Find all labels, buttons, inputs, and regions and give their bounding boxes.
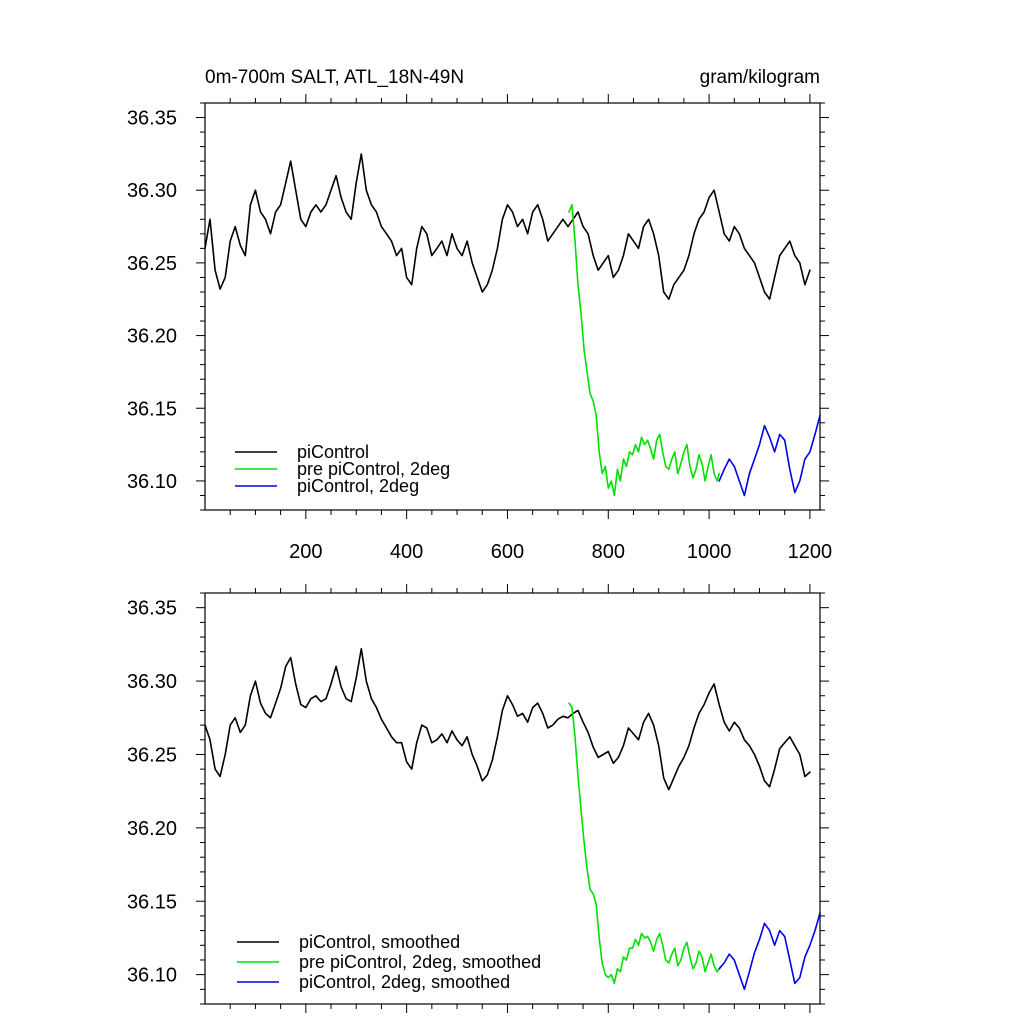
y-tick-label: 36.35 [127,598,177,620]
chart-units: gram/kilogram [700,67,820,88]
bottom-plot-frame [204,592,821,1005]
x-tick-label: 400 [390,541,423,563]
series-line-2 [568,702,721,985]
y-tick-label: 36.30 [127,180,177,202]
top-series-layer [204,153,821,497]
bottom-series-layer [204,647,821,991]
y-tick-label: 36.10 [127,471,177,493]
chart-title: 0m-700m SALT, ATL_18N-49N [205,67,464,88]
y-tick-label: 36.20 [127,818,177,840]
bottom-axes-ticks: 36.10 36.15 36.20 36.25 36.30 36.35 [127,584,829,1013]
bottom-panel: 36.10 36.15 36.20 36.25 36.30 36.35 piControl… [127,584,829,1013]
x-tick-label: 1200 [788,541,833,563]
legend-label: piControl [297,442,369,462]
legend-label: pre piControl, 2deg [297,459,450,479]
series-line-1 [204,647,811,791]
top-plot-frame [204,102,821,511]
top-panel: 0m-700m SALT, ATL_18N-49N gram/kilogram … [127,67,832,563]
series-line-2 [568,204,721,497]
x-tick-label: 800 [592,541,625,563]
y-tick-label: 36.25 [127,253,177,275]
series-line-3 [718,912,821,991]
y-tick-label: 36.15 [127,398,177,420]
legend-label: pre piControl, 2deg, smoothed [299,952,541,972]
x-tick-label: 600 [491,541,524,563]
y-tick-label: 36.35 [127,108,177,130]
y-tick-label: 36.25 [127,744,177,766]
series-line-1 [204,153,811,301]
top-axes-ticks: 36.10 36.15 36.20 36.25 36.30 36.35 200 400 600 8… [127,94,832,563]
y-tick-label: 36.30 [127,671,177,693]
legend-label: piControl, 2deg, smoothed [299,972,510,992]
series-line-3 [718,414,821,497]
legend-label: piControl, 2deg [297,476,419,496]
y-tick-label: 36.20 [127,326,177,348]
x-tick-label: 1000 [687,541,732,563]
legend-label: piControl, smoothed [299,932,460,952]
y-tick-label: 36.15 [127,891,177,913]
x-tick-label: 200 [289,541,322,563]
y-tick-label: 36.10 [127,965,177,987]
